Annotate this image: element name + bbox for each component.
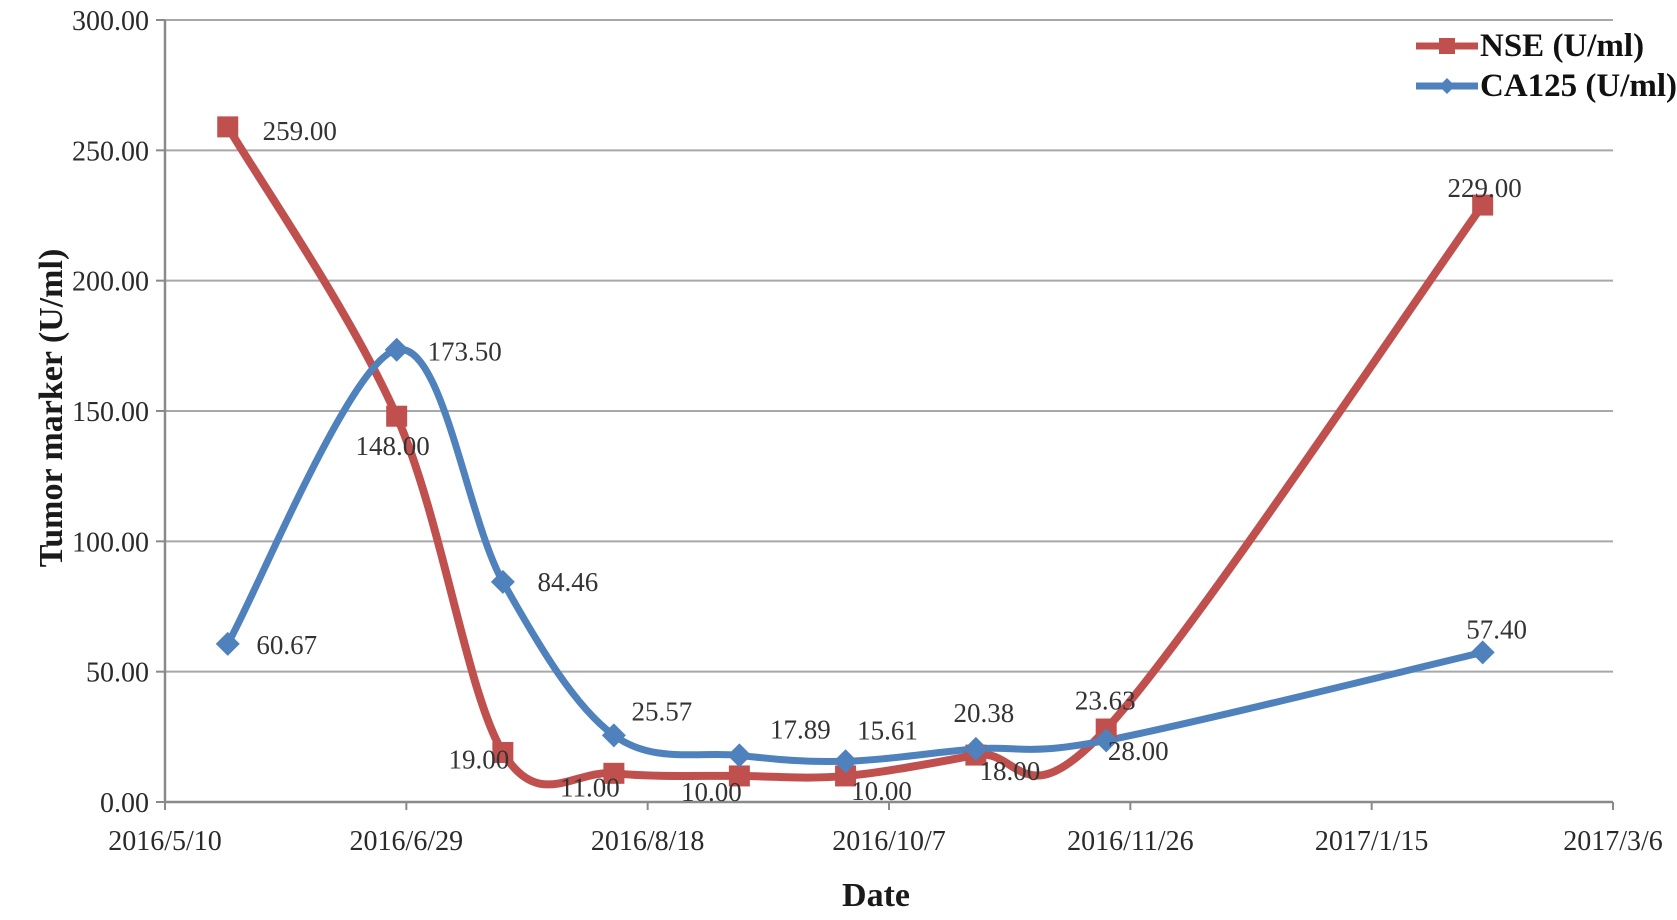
legend-diamond-marker [1439,78,1455,94]
nse-square-marker [217,116,239,138]
legend-label-nse: NSE (U/ml) [1480,27,1645,64]
nse-square-marker [1472,194,1494,216]
ca125-data-label: 15.61 [857,715,918,745]
y-tick-label: 150.00 [72,397,149,428]
y-tick-label: 50.00 [86,658,149,689]
nse-legend-swatch-icon [1416,37,1478,55]
ca125-diamond-marker [963,736,988,761]
legend-square-marker [1439,38,1455,54]
x-tick-label: 2017/3/6 [1563,826,1663,857]
legend-label-ca125: CA125 (U/ml) [1480,67,1677,104]
nse-square-marker [386,405,408,427]
nse-data-label: 11.00 [560,772,620,802]
x-tick-label: 2016/8/18 [591,826,705,857]
ca125-diamond-marker [1470,640,1495,665]
nse-data-label: 148.00 [356,431,430,461]
nse-data-label: 19.00 [448,744,509,774]
ca125-data-label: 23.63 [1075,685,1136,715]
ca125-data-label: 173.50 [428,337,502,367]
y-axis-title: Tumor marker (U/ml) [33,248,70,568]
x-tick-label: 2016/10/7 [832,826,946,857]
ca125-diamond-marker [490,569,515,594]
legend: NSE (U/ml) CA125 (U/ml) [1416,26,1677,106]
ca125-diamond-marker [833,749,858,774]
ca125-legend-swatch-icon [1416,77,1478,95]
y-tick-label: 0.00 [100,788,149,819]
ca125-diamond-marker [1094,728,1119,753]
ca125-data-label: 17.89 [770,714,831,744]
y-tick-label: 300.00 [72,6,149,37]
x-axis-title: Date [842,877,910,914]
ca125-diamond-marker [384,337,409,362]
legend-item-nse: NSE (U/ml) [1416,26,1677,66]
ca125-diamond-marker [601,723,626,748]
ca125-data-label: 84.46 [537,567,598,597]
nse-data-label: 10.00 [851,776,912,806]
y-tick-label: 100.00 [72,527,149,558]
x-tick-label: 2017/1/15 [1315,826,1429,857]
nse-square-marker [835,765,857,787]
ca125-diamond-marker [215,631,240,656]
ca125-data-label: 60.67 [256,630,317,660]
legend-item-ca125: CA125 (U/ml) [1416,66,1677,106]
x-tick-label: 2016/5/10 [108,826,222,857]
nse-data-label: 259.00 [263,116,337,146]
nse-data-label: 28.00 [1108,736,1169,766]
nse-data-label: 10.00 [681,777,742,807]
ca125-data-label: 25.57 [632,696,693,726]
nse-square-marker [728,765,750,787]
nse-square-marker [603,762,625,784]
ca125-diamond-marker [727,743,752,768]
nse-square-marker [492,741,514,763]
nse-data-label: 229.00 [1448,173,1522,203]
y-tick-label: 200.00 [72,267,149,298]
x-tick-label: 2016/11/26 [1067,826,1194,857]
nse-data-label: 18.00 [980,756,1041,786]
ca125-data-label: 20.38 [954,698,1015,728]
ca125-data-label: 57.40 [1466,614,1527,644]
x-tick-label: 2016/6/29 [350,826,464,857]
y-tick-label: 250.00 [72,136,149,167]
